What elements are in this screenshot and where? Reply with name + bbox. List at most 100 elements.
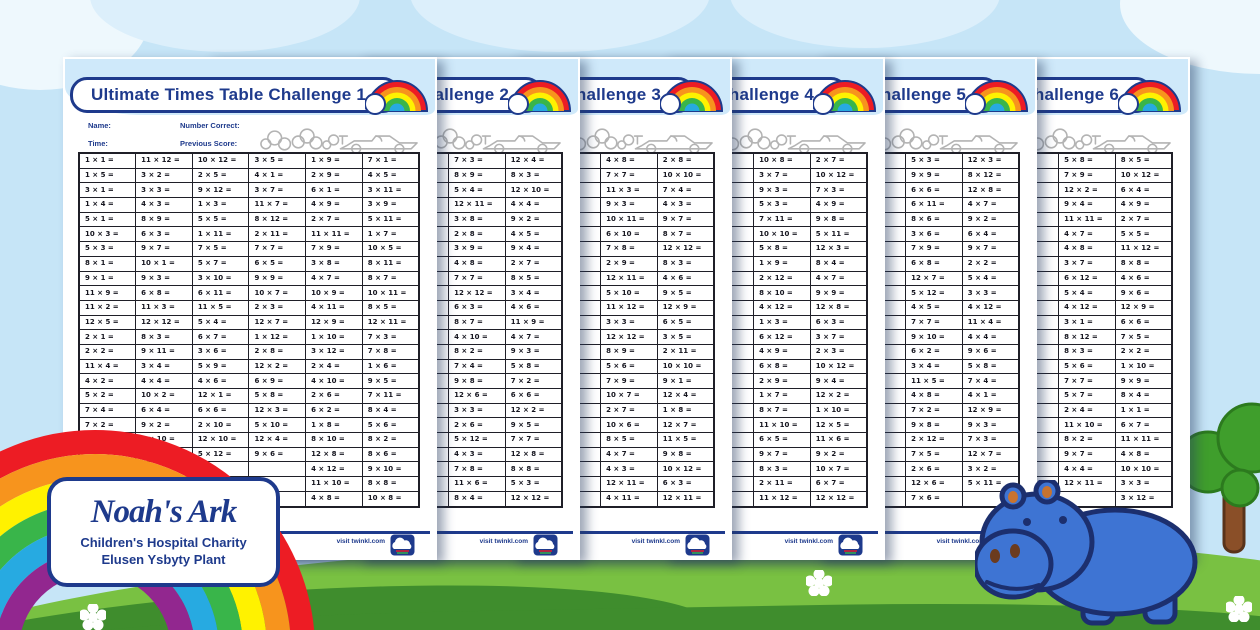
times-question-cell: 6 × 10 =: [600, 226, 658, 243]
times-question-cell: 11 × 9 =: [504, 314, 563, 331]
times-question-cell: 12 × 11 =: [656, 490, 715, 508]
times-question-cell: 9 × 3 =: [961, 417, 1020, 434]
times-question-cell: 8 × 7 =: [753, 402, 811, 419]
twinkl-logo: [390, 534, 415, 556]
times-question-cell: 5 × 4 =: [191, 314, 250, 331]
times-question-cell: 9 × 5 =: [504, 417, 563, 434]
times-question-cell: 5 × 1 =: [78, 211, 137, 228]
times-question-cell: 5 × 8 =: [504, 358, 563, 375]
times-question-cell: 10 × 12 =: [809, 167, 868, 184]
times-question-cell: 12 × 5 =: [809, 417, 868, 434]
times-question-cell: 5 × 3 =: [753, 197, 811, 213]
times-question-cell: 12 × 1 =: [191, 388, 250, 404]
times-question-cell: 10 × 7 =: [600, 388, 658, 404]
times-question-cell: 4 × 5 =: [361, 167, 420, 184]
times-question-cell: 4 × 9 =: [1114, 197, 1173, 213]
times-question-cell: 3 × 12 =: [305, 343, 363, 360]
times-question-cell: 4 × 8 =: [1114, 446, 1173, 463]
times-question-cell: 7 × 5 =: [905, 446, 963, 463]
times-question-cell: 7 × 5 =: [1114, 329, 1173, 345]
times-question-cell: 8 × 9 =: [600, 343, 658, 360]
times-question-cell: 8 × 7 =: [448, 314, 506, 331]
times-question-cell: 11 × 5 =: [191, 299, 250, 316]
times-question-cell: 10 × 7 =: [809, 461, 868, 478]
cloud-shape: [410, 0, 710, 52]
times-question-cell: 10 × 10 =: [656, 167, 715, 184]
times-question-cell: 6 × 8 =: [135, 285, 193, 301]
times-question-cell: 10 × 8 =: [753, 152, 811, 169]
times-question-cell: 4 × 3 =: [448, 446, 506, 463]
times-question-cell: 7 × 7 =: [248, 241, 307, 257]
times-question-cell: 7 × 4 =: [961, 373, 1020, 389]
times-question-cell: 6 × 7 =: [809, 476, 868, 492]
times-question-cell: 4 × 7 =: [961, 197, 1020, 213]
times-question-cell: 12 × 11 =: [600, 270, 658, 287]
times-question-cell: 10 × 5 =: [361, 241, 420, 257]
times-question-cell: 1 × 3 =: [191, 197, 250, 213]
rainbow-icon: [660, 80, 724, 115]
times-question-cell: 9 × 4 =: [1058, 197, 1116, 213]
times-question-cell: 3 × 6 =: [191, 343, 250, 360]
times-question-cell: 11 × 6 =: [809, 432, 868, 448]
times-question-cell: 8 × 2 =: [1058, 432, 1116, 448]
times-question-cell: 7 × 7 =: [448, 270, 506, 287]
times-question-cell: 12 × 3 =: [809, 241, 868, 257]
times-question-cell: 5 × 4 =: [1058, 285, 1116, 301]
times-question-cell: 5 × 4 =: [961, 270, 1020, 287]
times-question-cell: 10 × 1 =: [135, 255, 193, 272]
times-question-cell: 12 × 2 =: [248, 358, 307, 375]
times-question-cell: 7 × 8 =: [361, 343, 420, 360]
times-question-cell: 7 × 3 =: [809, 182, 868, 199]
times-question-cell: 9 × 8 =: [448, 373, 506, 389]
charity-subtitle-english: Children's Hospital Charity: [80, 535, 247, 551]
times-question-cell: 12 × 6 =: [905, 476, 963, 492]
times-question-cell: 1 × 9 =: [305, 152, 363, 169]
times-question-cell: 9 × 6 =: [1114, 285, 1173, 301]
times-question-cell: 7 × 9 =: [600, 373, 658, 389]
times-question-cell: 6 × 4 =: [961, 226, 1020, 243]
times-question-cell: 8 × 6 =: [361, 446, 420, 463]
hippo-character: [975, 480, 1198, 626]
times-question-cell: 5 × 8 =: [753, 241, 811, 257]
times-question-cell: 4 × 4 =: [1058, 461, 1116, 478]
times-question-cell: 1 × 8 =: [305, 417, 363, 434]
hippo-eye: [1023, 518, 1031, 526]
times-question-cell: 5 × 8 =: [961, 358, 1020, 375]
times-question-cell: 6 × 5 =: [656, 314, 715, 331]
times-question-cell: 10 × 3 =: [78, 226, 137, 243]
cloud-shape: [730, 0, 1000, 48]
flower-icon: [1226, 596, 1252, 622]
times-question-cell: 11 × 3 =: [135, 299, 193, 316]
times-question-cell: 7 × 9 =: [905, 241, 963, 257]
times-question-cell: 5 × 12 =: [905, 285, 963, 301]
times-question-cell: 8 × 4 =: [448, 490, 506, 508]
cloud-icon: [365, 93, 386, 115]
times-question-cell: 7 × 7 =: [504, 432, 563, 448]
times-question-cell: 8 × 4 =: [361, 402, 420, 419]
times-question-cell: 12 × 12 =: [600, 329, 658, 345]
times-question-cell: 4 × 7 =: [600, 446, 658, 463]
times-question-cell: 6 × 4 =: [1114, 182, 1173, 199]
times-question-cell: 8 × 10 =: [305, 432, 363, 448]
times-question-cell: 12 × 8 =: [809, 299, 868, 316]
times-question-cell: 11 × 5 =: [656, 432, 715, 448]
times-question-cell: 11 × 11 =: [1114, 432, 1173, 448]
times-question-cell: 6 × 6 =: [905, 182, 963, 199]
times-question-cell: 5 × 8 =: [1058, 152, 1116, 169]
times-question-cell: 12 × 8 =: [961, 182, 1020, 199]
charity-subtitle-welsh: Elusen Ysbyty Plant: [101, 551, 226, 567]
times-question-cell: 4 × 8 =: [600, 152, 658, 169]
times-question-cell: 9 × 4 =: [504, 241, 563, 257]
times-question-cell: 1 × 7 =: [361, 226, 420, 243]
times-question-cell: 7 × 3 =: [448, 152, 506, 169]
rainbow-icon: [365, 80, 429, 115]
times-question-cell: 2 × 8 =: [248, 343, 307, 360]
times-question-cell: 7 × 1 =: [361, 152, 420, 169]
times-question-cell: 1 × 10 =: [809, 402, 868, 419]
times-question-cell: 2 × 1 =: [78, 329, 137, 345]
times-question-cell: 8 × 7 =: [656, 226, 715, 243]
times-question-cell: 1 × 6 =: [361, 358, 420, 375]
times-question-cell: 9 × 9 =: [1114, 373, 1173, 389]
times-question-cell: 9 × 7 =: [656, 211, 715, 228]
footer-website-text: visit twinkl.com: [479, 538, 528, 545]
